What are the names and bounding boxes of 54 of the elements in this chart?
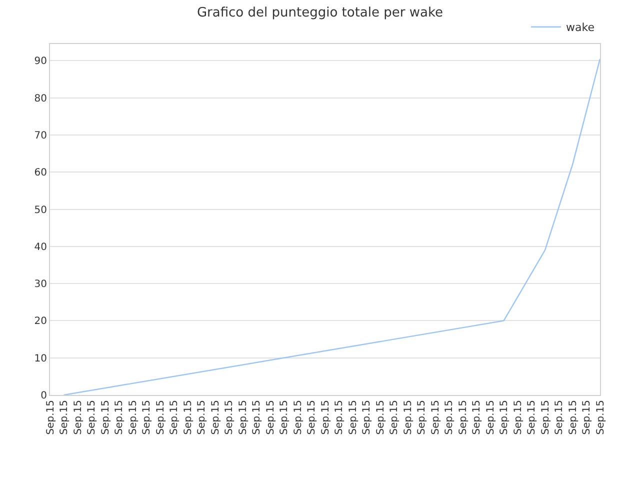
- x-tick-label: Sep.15: [86, 400, 98, 435]
- y-tick-label: 40: [34, 242, 47, 253]
- x-tick-label: Sep.15: [169, 400, 180, 435]
- x-tick-label: Sep.15: [334, 400, 345, 435]
- x-tick-label: Sep.15: [142, 400, 152, 435]
- line-series: [63, 58, 600, 395]
- x-tick-label: Sep.15: [45, 400, 56, 435]
- x-tick-label: Sep.15: [155, 400, 166, 435]
- x-tick-label: Sep.15: [210, 400, 222, 435]
- x-tick-label: Sep.15: [582, 400, 592, 435]
- legend-label: wake: [566, 21, 595, 34]
- y-tick-label: 20: [34, 316, 47, 328]
- x-tick-label: Sep.15: [416, 400, 428, 435]
- x-tick-label: Sep.15: [306, 400, 318, 435]
- chart-title: Grafico del punteggio totale per wake: [196, 5, 444, 20]
- x-tick-label: Sep.15: [485, 400, 496, 435]
- x-tick-label: Sep.15: [540, 400, 552, 435]
- x-tick-label: Sep.15: [196, 400, 208, 435]
- x-tick-label: Sep.15: [389, 400, 400, 435]
- y-tick-label: 60: [34, 168, 47, 179]
- x-tick-label: Sep.15: [595, 400, 606, 435]
- y-tick-label: 30: [34, 279, 47, 290]
- x-tick-label: Sep.15: [402, 400, 414, 435]
- x-tick-label: Sep.15: [224, 400, 235, 435]
- x-tick-label: Sep.15: [128, 400, 139, 435]
- x-tick-label: Sep.15: [444, 400, 455, 435]
- x-tick-label: Sep.15: [375, 400, 386, 435]
- x-tick-label: Sep.15: [100, 400, 112, 435]
- x-tick-label: Sep.15: [320, 400, 332, 435]
- x-tick-label: Sep.15: [430, 400, 442, 435]
- x-tick-label: Sep.15: [252, 400, 262, 435]
- x-tick-label: Sep.15: [499, 400, 510, 435]
- y-tick-label: 90: [34, 56, 47, 68]
- x-tick-label: Sep.15: [554, 400, 565, 435]
- y-tick-label: 0: [40, 390, 47, 402]
- x-tick-label: Sep.15: [265, 400, 276, 435]
- x-tick-label: Sep.15: [458, 400, 469, 435]
- x-tick-label: Sep.15: [182, 400, 194, 435]
- y-tick-label: 50: [34, 204, 47, 216]
- y-tick-label: 70: [34, 130, 47, 142]
- x-tick-label: Sep.15: [472, 400, 482, 435]
- y-tick-label: 10: [34, 353, 47, 364]
- y-tick-label: 80: [34, 93, 47, 104]
- x-tick-label: Sep.15: [279, 400, 290, 435]
- x-tick-label: Sep.15: [568, 400, 579, 435]
- x-tick-label: Sep.15: [362, 400, 372, 435]
- x-tick-label: Sep.15: [348, 400, 359, 435]
- x-tick-label: Sep.15: [292, 400, 304, 435]
- x-tick-label: Sep.15: [238, 400, 249, 435]
- x-tick-label: Sep.15: [526, 400, 538, 435]
- x-tick-label: Sep.15: [72, 400, 84, 435]
- x-tick-label: Sep.15: [512, 400, 524, 435]
- x-tick-label: Sep.15: [59, 400, 70, 435]
- x-tick-label: Sep.15: [114, 400, 125, 435]
